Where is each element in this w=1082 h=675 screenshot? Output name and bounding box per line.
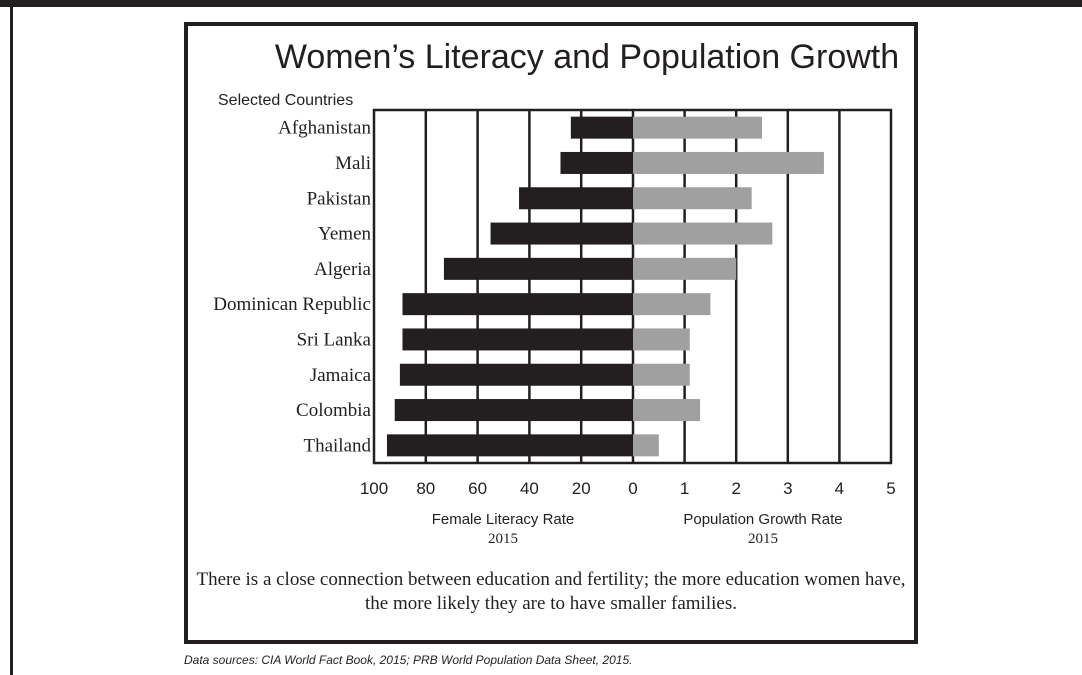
x-tick-label-left: 0 [628, 479, 637, 498]
growth-bar [633, 363, 690, 386]
category-label: Yemen [318, 224, 371, 245]
literacy-bar [399, 363, 633, 386]
growth-bar [633, 222, 773, 245]
x-tick-label-left: 60 [468, 479, 487, 498]
right-axis-title: Population Growth Rate [683, 511, 843, 528]
literacy-bar [490, 222, 633, 245]
category-label: Dominican Republic [213, 294, 371, 315]
left-axis-title: Female Literacy Rate [431, 511, 575, 528]
left-axis-year: 2015 [488, 531, 518, 547]
growth-bar [633, 116, 762, 139]
growth-bar [633, 399, 701, 422]
growth-bar [633, 151, 824, 174]
literacy-bar [394, 399, 633, 422]
category-label: Colombia [296, 400, 372, 421]
growth-bar [633, 257, 737, 280]
growth-bar [633, 293, 711, 316]
literacy-bar [386, 434, 633, 457]
x-tick-label-right: 1 [680, 479, 689, 498]
category-label: Mali [335, 153, 371, 174]
literacy-bar [570, 116, 633, 139]
category-label: Afghanistan [278, 118, 371, 139]
chart-subtitle: Selected Countries [218, 92, 354, 109]
category-label: Pakistan [307, 188, 372, 209]
right-axis-year: 2015 [748, 531, 778, 547]
chart-caption: There is a close connection between educ… [196, 569, 906, 614]
x-tick-label-right: 2 [731, 479, 740, 498]
x-tick-label-left: 40 [520, 479, 539, 498]
left-rule [10, 7, 13, 675]
category-label: Jamaica [310, 365, 372, 386]
growth-bar [633, 187, 752, 210]
data-sources: Data sources: CIA World Fact Book, 2015;… [184, 653, 633, 667]
literacy-bar [443, 257, 633, 280]
literacy-bar [402, 328, 633, 351]
chart-title: Women’s Literacy and Population Growth [274, 38, 900, 76]
x-tick-label-right: 4 [835, 479, 844, 498]
literacy-bar [519, 187, 633, 210]
x-tick-label-right: 5 [886, 479, 895, 498]
growth-bar [633, 328, 690, 351]
growth-bar [633, 434, 659, 457]
literacy-bar [560, 151, 633, 174]
category-label: Thailand [303, 435, 371, 456]
top-rule [0, 0, 1082, 7]
x-tick-label-left: 80 [416, 479, 435, 498]
x-tick-label-right: 3 [783, 479, 792, 498]
x-tick-label-left: 20 [572, 479, 591, 498]
x-tick-label-left: 100 [360, 479, 388, 498]
category-label: Sri Lanka [297, 329, 372, 350]
category-label: Algeria [314, 259, 372, 280]
literacy-bar [402, 293, 633, 316]
